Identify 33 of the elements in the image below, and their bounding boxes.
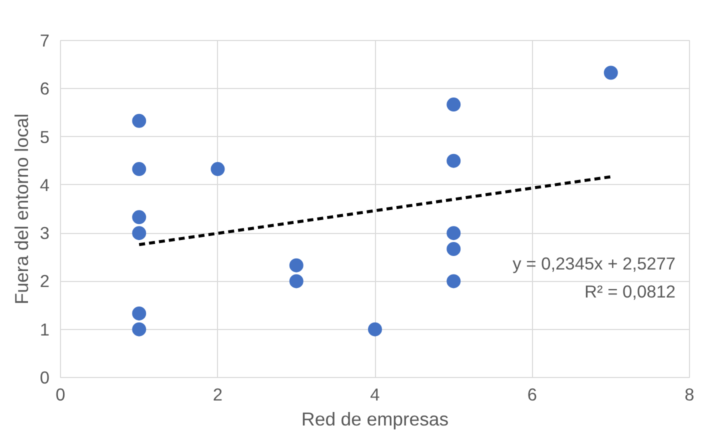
y-tick-label: 3 bbox=[40, 223, 50, 244]
point bbox=[132, 114, 146, 128]
y-tick-label: 5 bbox=[40, 126, 50, 147]
point bbox=[368, 322, 382, 336]
point bbox=[604, 66, 618, 80]
point bbox=[210, 162, 225, 176]
y-tick-label: 4 bbox=[40, 174, 50, 195]
point bbox=[132, 226, 146, 240]
point bbox=[132, 210, 146, 224]
y-tick-label: 7 bbox=[40, 30, 50, 50]
x-axis-title: Red de empresas bbox=[301, 408, 449, 430]
point bbox=[446, 242, 461, 256]
point bbox=[446, 98, 461, 112]
y-tick-label: 1 bbox=[40, 319, 50, 340]
point bbox=[446, 226, 461, 240]
x-tick-label: 2 bbox=[212, 384, 223, 404]
y-tick-label: 2 bbox=[40, 271, 50, 292]
x-tick-label: 6 bbox=[527, 384, 538, 404]
point bbox=[446, 274, 461, 288]
point bbox=[446, 154, 461, 168]
y-tick-label: 0 bbox=[40, 368, 50, 388]
point bbox=[289, 274, 304, 288]
x-tick-label: 8 bbox=[684, 384, 694, 404]
x-tick-label: 0 bbox=[56, 384, 66, 404]
point bbox=[132, 322, 146, 336]
point bbox=[132, 162, 146, 176]
y-axis-title: Fuera del entorno local bbox=[10, 114, 32, 304]
point bbox=[289, 258, 304, 272]
y-tick-label: 6 bbox=[40, 78, 50, 99]
point bbox=[132, 306, 146, 320]
annotation: R² = 0,0812 bbox=[584, 282, 676, 302]
annotation: y = 0,2345x + 2,5277 bbox=[512, 254, 676, 274]
x-tick-label: 4 bbox=[370, 384, 380, 404]
